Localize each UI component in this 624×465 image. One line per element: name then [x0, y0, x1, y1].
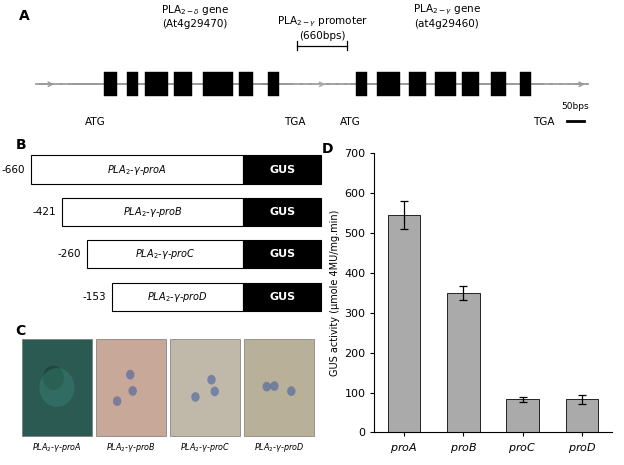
Bar — [243, 198, 321, 226]
Bar — [565, 399, 598, 432]
Bar — [174, 72, 192, 96]
Ellipse shape — [264, 393, 272, 403]
Ellipse shape — [137, 379, 145, 389]
Text: PLA$_2$-$\gamma$-proB: PLA$_2$-$\gamma$-proB — [106, 441, 155, 454]
Text: PLA$_{2-\delta}$ gene
(At4g29470): PLA$_{2-\delta}$ gene (At4g29470) — [160, 3, 229, 29]
Bar — [243, 339, 314, 436]
Bar — [388, 215, 421, 432]
Ellipse shape — [39, 368, 74, 407]
Y-axis label: GUS activity (μmole 4MU/mg.min): GUS activity (μmole 4MU/mg.min) — [330, 210, 340, 376]
Bar — [62, 198, 243, 226]
Bar — [104, 72, 117, 96]
Bar — [268, 72, 278, 96]
Bar — [376, 72, 400, 96]
Text: PLA$_{2-\gamma}$ promoter
(660bps): PLA$_{2-\gamma}$ promoter (660bps) — [276, 15, 368, 41]
Text: GUS: GUS — [270, 249, 295, 259]
Bar — [435, 72, 456, 96]
Text: -421: -421 — [32, 207, 56, 217]
Text: -660: -660 — [1, 165, 25, 174]
Bar — [31, 155, 243, 184]
Bar — [243, 155, 321, 184]
Bar — [520, 72, 531, 96]
Bar — [87, 240, 243, 268]
Bar — [506, 399, 539, 432]
Text: PLA$_2$-$\gamma$-proD: PLA$_2$-$\gamma$-proD — [254, 441, 304, 454]
Bar — [447, 293, 480, 432]
Bar — [462, 72, 479, 96]
Text: ATG: ATG — [339, 117, 361, 127]
Text: A: A — [19, 9, 29, 23]
Text: -260: -260 — [57, 249, 81, 259]
Text: PLA$_2$-$\gamma$-proC: PLA$_2$-$\gamma$-proC — [135, 247, 195, 261]
Text: D: D — [322, 142, 334, 156]
Bar — [491, 72, 505, 96]
Ellipse shape — [114, 379, 122, 389]
Text: TGA: TGA — [533, 117, 555, 127]
Text: GUS: GUS — [270, 207, 295, 217]
Text: PLA$_2$-$\gamma$-proA: PLA$_2$-$\gamma$-proA — [32, 441, 82, 454]
Ellipse shape — [285, 371, 294, 380]
Text: PLA$_2$-$\gamma$-proC: PLA$_2$-$\gamma$-proC — [180, 441, 230, 454]
Text: PLA$_2$-$\gamma$-proB: PLA$_2$-$\gamma$-proB — [123, 205, 183, 219]
Bar — [243, 283, 321, 311]
Bar — [96, 339, 166, 436]
Ellipse shape — [43, 365, 64, 390]
Text: PLA$_2$-$\gamma$-proD: PLA$_2$-$\gamma$-proD — [147, 290, 208, 304]
Text: B: B — [16, 138, 26, 152]
Bar — [112, 283, 243, 311]
Bar — [127, 72, 138, 96]
Text: GUS: GUS — [270, 292, 295, 302]
Text: ATG: ATG — [85, 117, 105, 127]
Bar — [203, 72, 233, 96]
Bar — [409, 72, 426, 96]
Bar — [356, 72, 366, 96]
Text: 50bps: 50bps — [562, 102, 589, 111]
Text: TGA: TGA — [284, 117, 305, 127]
Bar — [238, 72, 253, 96]
Text: C: C — [16, 324, 26, 338]
Text: -153: -153 — [82, 292, 106, 302]
Ellipse shape — [115, 384, 124, 394]
Bar — [22, 339, 92, 436]
Ellipse shape — [208, 380, 217, 390]
Ellipse shape — [285, 365, 294, 375]
Ellipse shape — [200, 379, 208, 389]
Text: GUS: GUS — [270, 165, 295, 174]
Bar — [243, 240, 321, 268]
Bar — [170, 339, 240, 436]
Text: PLA$_2$-$\gamma$-proA: PLA$_2$-$\gamma$-proA — [107, 163, 167, 177]
Text: PLA$_{2-\gamma}$ gene
(at4g29460): PLA$_{2-\gamma}$ gene (at4g29460) — [413, 3, 481, 29]
Ellipse shape — [203, 379, 212, 389]
Bar — [145, 72, 168, 96]
